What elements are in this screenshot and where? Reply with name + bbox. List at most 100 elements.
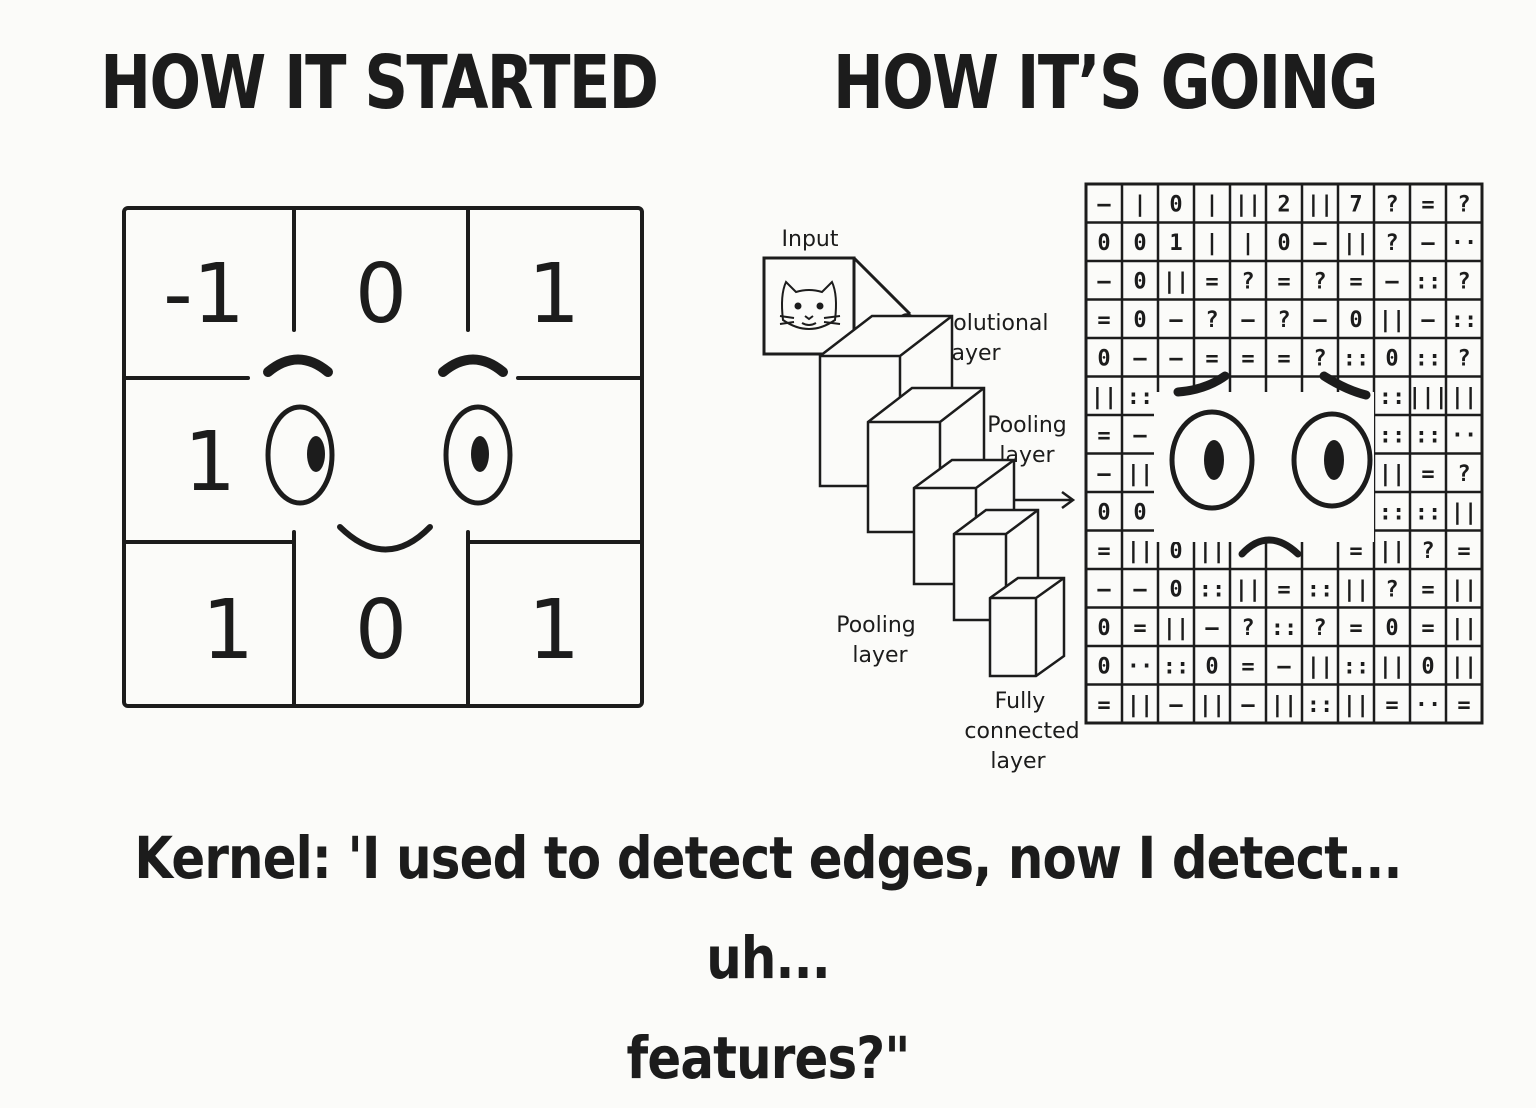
grid-cell-symbol: 0: [1097, 500, 1110, 525]
grid-cell-symbol: –: [1097, 462, 1111, 487]
grid-cell-symbol: =: [1097, 308, 1110, 333]
pooling-label-upper: Pooling: [987, 413, 1067, 438]
grid-cell-symbol: ?: [1313, 616, 1326, 641]
frown: [1238, 536, 1302, 558]
left-pupil: [307, 436, 325, 472]
grid-cell-symbol: ?: [1457, 192, 1470, 217]
smile: [337, 524, 433, 553]
grid-cell-symbol: ··: [1127, 654, 1154, 679]
grid-cell-symbol: ||: [1343, 231, 1370, 256]
grid-cell-symbol: ||: [1343, 577, 1370, 602]
grid-cell-symbol: 0: [1133, 269, 1146, 294]
grid-cell-symbol: ||: [1271, 693, 1298, 718]
grid-cell-symbol: ?: [1421, 539, 1434, 564]
grid-cell-symbol: 0: [1097, 346, 1110, 371]
grid-cell-symbol: –: [1421, 231, 1435, 256]
grid-cell-symbol: 0: [1277, 231, 1290, 256]
grid-cell-symbol: ::: [1271, 616, 1298, 641]
grid-cell-symbol: ::: [1451, 308, 1478, 333]
grid-cell-symbol: ?: [1205, 308, 1218, 333]
grid-cell-symbol: 2: [1277, 192, 1290, 217]
grid-cell-symbol: ||: [1127, 539, 1154, 564]
how-its-going-heading: HOW IT’S GOING: [833, 40, 1379, 126]
conv-label: layer: [945, 341, 1001, 366]
grid-cell-symbol: 0: [1385, 616, 1398, 641]
grid-cell-symbol: =: [1349, 269, 1362, 294]
grid-cell-symbol: ||: [1235, 577, 1262, 602]
grid-cell-symbol: –: [1313, 231, 1327, 256]
grid-cell-symbol: –: [1205, 616, 1219, 641]
grid-cell-symbol: 0: [1097, 616, 1110, 641]
grid-cell-symbol: 0: [1133, 231, 1146, 256]
grid-cell-symbol: 0: [1349, 308, 1362, 333]
grid-cell-symbol: 0: [1421, 654, 1434, 679]
grid-cell-symbol: ?: [1457, 346, 1470, 371]
grid-cell-symbol: ||: [1379, 462, 1406, 487]
cnn-diagram: Input Convolutional layer Pooling layer …: [762, 182, 1484, 774]
fc-label: connected: [964, 719, 1079, 744]
grid-cell-symbol: –: [1169, 308, 1183, 333]
grid-cell-symbol: ::: [1343, 654, 1370, 679]
kernel-value: 0: [355, 247, 407, 342]
grid-cell-symbol: –: [1313, 308, 1327, 333]
grid-cell-symbol: –: [1133, 577, 1147, 602]
kernel-value: 1: [528, 247, 580, 342]
grid-cell-symbol: ||: [1127, 693, 1154, 718]
grid-cell-symbol: ||: [1235, 192, 1262, 217]
right-eyebrow: [438, 354, 508, 377]
left-pupil: [1204, 440, 1224, 480]
arrow-icon: [1015, 490, 1076, 510]
grid-cell-symbol: =: [1133, 616, 1146, 641]
grid-cell-symbol: 7: [1349, 192, 1362, 217]
kernel-value: -1: [163, 247, 245, 342]
caption-line-2: features?": [626, 1024, 911, 1092]
grid-cell-symbol: ||: [1091, 385, 1118, 410]
grid-cell-symbol: =: [1457, 693, 1470, 718]
grid-cell-symbol: ··: [1451, 423, 1478, 448]
fc-label: Fully: [995, 689, 1046, 714]
grid-cell-symbol: |: [1205, 231, 1218, 256]
grid-cell-symbol: ::: [1415, 346, 1442, 371]
grid-cell-symbol: ||: [1451, 577, 1478, 602]
grid-cell-symbol: ||: [1127, 462, 1154, 487]
grid-cell-symbol: ||: [1379, 539, 1406, 564]
grid-cell-symbol: ||: [1163, 269, 1190, 294]
how-it-started-heading: HOW IT STARTED: [100, 40, 659, 126]
grid-cell-symbol: –: [1385, 269, 1399, 294]
kernel-value: 1: [184, 415, 236, 510]
grid-cell-symbol: =: [1205, 269, 1218, 294]
grid-cell-symbol: =: [1205, 346, 1218, 371]
right-pupil: [471, 436, 489, 472]
grid-cell-symbol: ||: [1163, 616, 1190, 641]
grid-cell-symbol: –: [1133, 346, 1147, 371]
sad-face: [1154, 371, 1374, 558]
grid-cell-symbol: ··: [1451, 231, 1478, 256]
grid-cell-symbol: ||: [1379, 308, 1406, 333]
happy-kernel-grid: -1 0 1 1 1 0 1: [122, 206, 644, 708]
grid-cell-symbol: ::: [1415, 500, 1442, 525]
feature-map-grid: – | 0 | || 2 || 7? = ?0 0 1 | | 0– ||? – ··– 0 || =? =? = –:: ?=…: [1084, 182, 1484, 725]
grid-cell-symbol: ?: [1241, 269, 1254, 294]
grid-cell-symbol: ||: [1379, 654, 1406, 679]
grid-cell-symbol: ::: [1379, 500, 1406, 525]
grid-cell-symbol: ||: [1307, 192, 1334, 217]
grid-cell-symbol: =: [1097, 539, 1110, 564]
input-label: Input: [782, 227, 839, 252]
grid-cell-symbol: –: [1097, 577, 1111, 602]
grid-cell-symbol: ||: [1307, 654, 1334, 679]
grid-cell-symbol: |: [1241, 231, 1254, 256]
grid-cell-symbol: ?: [1313, 269, 1326, 294]
grid-cell-symbol: –: [1421, 308, 1435, 333]
grid-cell-symbol: =: [1097, 423, 1110, 448]
grid-cell-symbol: ::: [1199, 577, 1226, 602]
grid-cell-symbol: =: [1241, 654, 1254, 679]
grid-cell-symbol: ?: [1385, 231, 1398, 256]
right-eyebrow: [1319, 371, 1371, 400]
grid-cell-symbol: ?: [1241, 616, 1254, 641]
pooling-label-lower: layer: [852, 643, 908, 668]
caption-line-1: Kernel: 'I used to detect edges, now I d…: [134, 824, 1402, 992]
grid-cell-symbol: 0: [1097, 231, 1110, 256]
grid-cell-symbol: 0: [1169, 539, 1182, 564]
left-eyebrow: [1173, 371, 1230, 397]
right-eye: [443, 404, 513, 506]
